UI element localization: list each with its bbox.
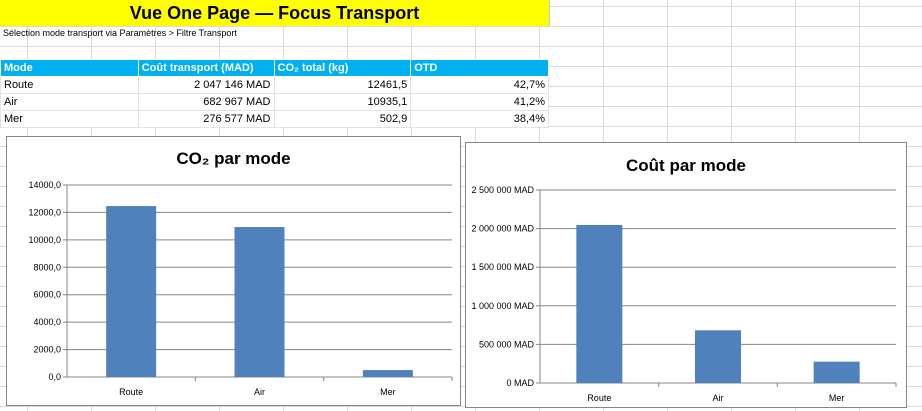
y-tick-label: 1 500 000 MAD [471,262,534,272]
y-tick-label: 2000,0 [33,345,61,355]
table-row: Mer 276 577 MAD 502,9 38,4% [0,110,549,128]
cell-cost[interactable]: 276 577 MAD [137,110,275,128]
cost-chart[interactable]: Coût par mode 0 MAD 500 000 MAD 1 000 000 … [465,142,907,408]
column-header-otd[interactable]: OTD [410,59,549,77]
y-tick-label: 2 500 000 MAD [471,185,534,195]
cell-mode[interactable]: Mer [0,110,139,128]
sheet-subtitle: Sélection mode transport via Paramètres … [3,28,237,38]
cell-co2[interactable]: 10935,1 [273,93,412,111]
y-tick-label: 10000,0 [28,235,61,245]
cell-co2[interactable]: 502,9 [273,110,412,128]
column-header-cost[interactable]: Coût transport (MAD) [137,59,275,77]
x-tick-label: Route [587,393,611,403]
cost-chart-plot: 0 MAD 500 000 MAD 1 000 000 MAD 1 500 000 M… [471,185,897,403]
cost-chart-title: Coût par mode [626,156,746,175]
cell-cost[interactable]: 682 967 MAD [137,93,275,111]
column-header-mode[interactable]: Mode [0,59,139,77]
cost-bar-mer[interactable] [813,361,860,383]
y-tick-label: 8000,0 [33,262,61,272]
y-tick-label: 0,0 [48,372,61,382]
co2-chart-plot: 0,0 2000,0 4000,0 6000,0 8000,0 10000,0 12000,… [28,180,453,397]
co2-chart[interactable]: CO₂ par mode 0,0 2000,0 4000,0 6000,0 8000,0… [6,136,461,406]
y-tick-label: 12000,0 [28,207,61,217]
cell-otd[interactable]: 41,2% [410,93,549,111]
table-row: Route 2 047 146 MAD 12461,5 42,7% [0,76,549,94]
x-tick-label: Air [713,393,724,403]
cell-co2[interactable]: 12461,5 [273,76,412,94]
cell-cost[interactable]: 2 047 146 MAD [137,76,275,94]
y-tick-label: 500 000 MAD [479,339,535,349]
y-tick-label: 2 000 000 MAD [471,224,534,234]
y-tick-label: 14000,0 [28,180,61,190]
cost-bar-route[interactable] [576,224,623,383]
table-header-row: Mode Coût transport (MAD) CO₂ total (kg)… [0,59,549,77]
cost-bar-air[interactable] [695,330,741,383]
x-tick-label: Air [254,387,265,397]
sheet-title: Vue One Page — Focus Transport [0,0,550,26]
column-header-co2[interactable]: CO₂ total (kg) [273,59,412,77]
x-tick-label: Mer [829,393,845,403]
x-tick-label: Route [119,387,143,397]
y-tick-label: 6000,0 [33,290,61,300]
y-tick-label: 4000,0 [33,317,61,327]
co2-bar-air[interactable] [234,227,285,377]
cell-otd[interactable]: 42,7% [410,76,549,94]
co2-bar-mer[interactable] [362,370,413,377]
y-tick-label: 0 MAD [506,378,534,388]
cell-otd[interactable]: 38,4% [410,110,549,128]
cell-mode[interactable]: Air [0,93,139,111]
co2-bar-route[interactable] [106,206,157,377]
transport-table: Mode Coût transport (MAD) CO₂ total (kg)… [0,59,549,128]
co2-chart-title: CO₂ par mode [176,149,291,168]
cell-mode[interactable]: Route [0,76,139,94]
x-tick-label: Mer [380,387,396,397]
y-tick-label: 1 000 000 MAD [471,301,534,311]
table-row: Air 682 967 MAD 10935,1 41,2% [0,93,549,111]
